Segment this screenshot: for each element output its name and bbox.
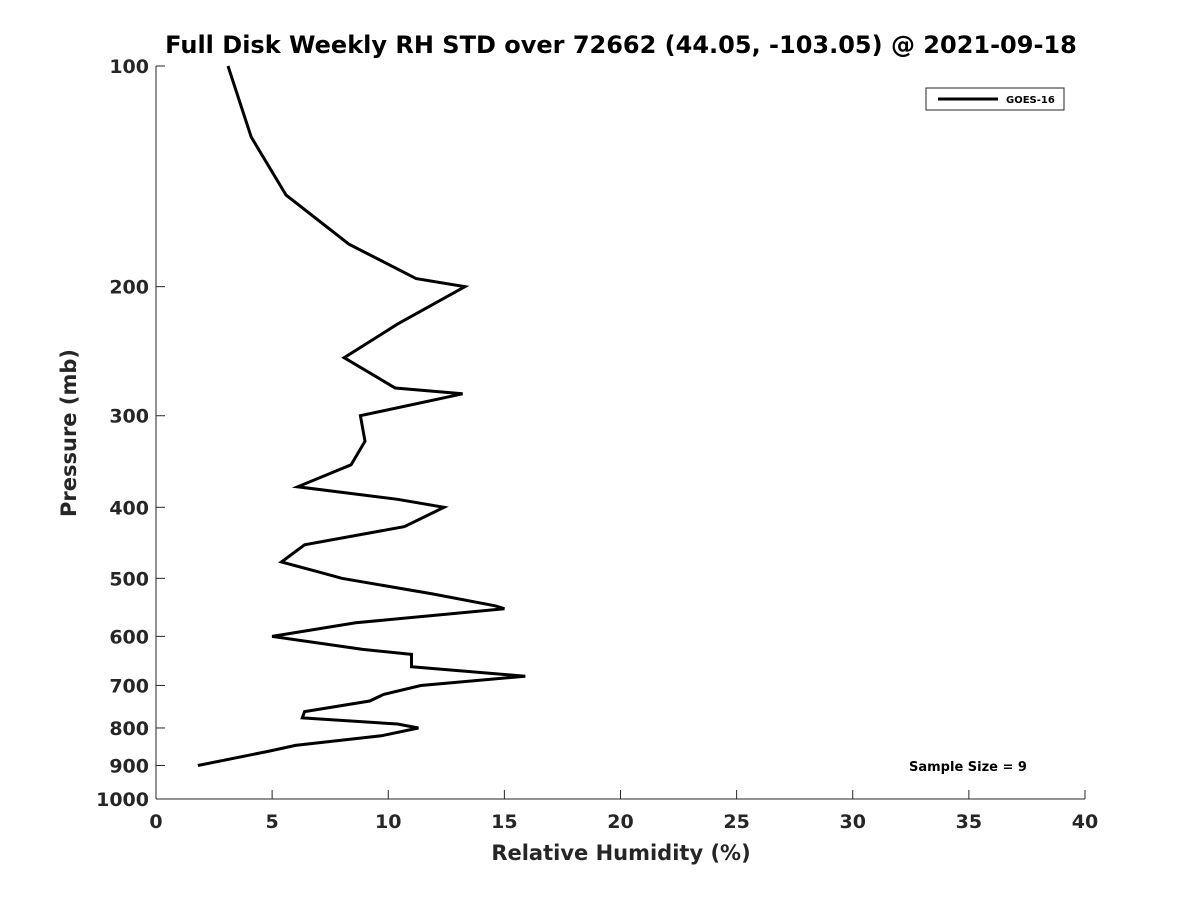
- y-tick-label: 300: [109, 406, 149, 428]
- x-tick-label: 15: [491, 811, 517, 833]
- sample-size-annotation: Sample Size = 9: [909, 760, 1027, 775]
- x-axis-label: Relative Humidity (%): [491, 841, 750, 865]
- legend-label-goes-16: GOES-16: [1006, 95, 1055, 106]
- x-tick-label: 20: [607, 811, 633, 833]
- y-axis-label: Pressure (mb): [57, 349, 81, 517]
- y-tick-label: 900: [109, 755, 149, 777]
- chart-title: Full Disk Weekly RH STD over 72662 (44.0…: [165, 31, 1077, 59]
- x-tick-label: 0: [149, 811, 162, 833]
- series-line-goes-16: [197, 65, 526, 767]
- x-axis-ticks: 0 5 10 15 20 25 30 35 40: [149, 790, 1098, 833]
- y-tick-label: 400: [109, 497, 149, 519]
- y-axis-ticks: 100 200 300 400 500 600 700 800 900 1000: [96, 56, 165, 811]
- y-tick-label: 100: [109, 56, 149, 78]
- x-tick-label: 10: [375, 811, 401, 833]
- x-tick-label: 30: [840, 811, 866, 833]
- series-layer: [197, 65, 526, 767]
- x-tick-label: 25: [723, 811, 749, 833]
- plot-axes: [155, 66, 1085, 800]
- x-tick-label: 5: [266, 811, 279, 833]
- y-tick-label: 200: [109, 277, 149, 299]
- y-tick-label: 1000: [96, 789, 149, 811]
- y-tick-label: 700: [109, 675, 149, 697]
- y-tick-label: 800: [109, 718, 149, 740]
- y-tick-label: 600: [109, 626, 149, 648]
- legend: GOES-16: [925, 87, 1065, 111]
- x-tick-label: 40: [1072, 811, 1098, 833]
- y-tick-label: 500: [109, 568, 149, 590]
- x-tick-label: 35: [956, 811, 982, 833]
